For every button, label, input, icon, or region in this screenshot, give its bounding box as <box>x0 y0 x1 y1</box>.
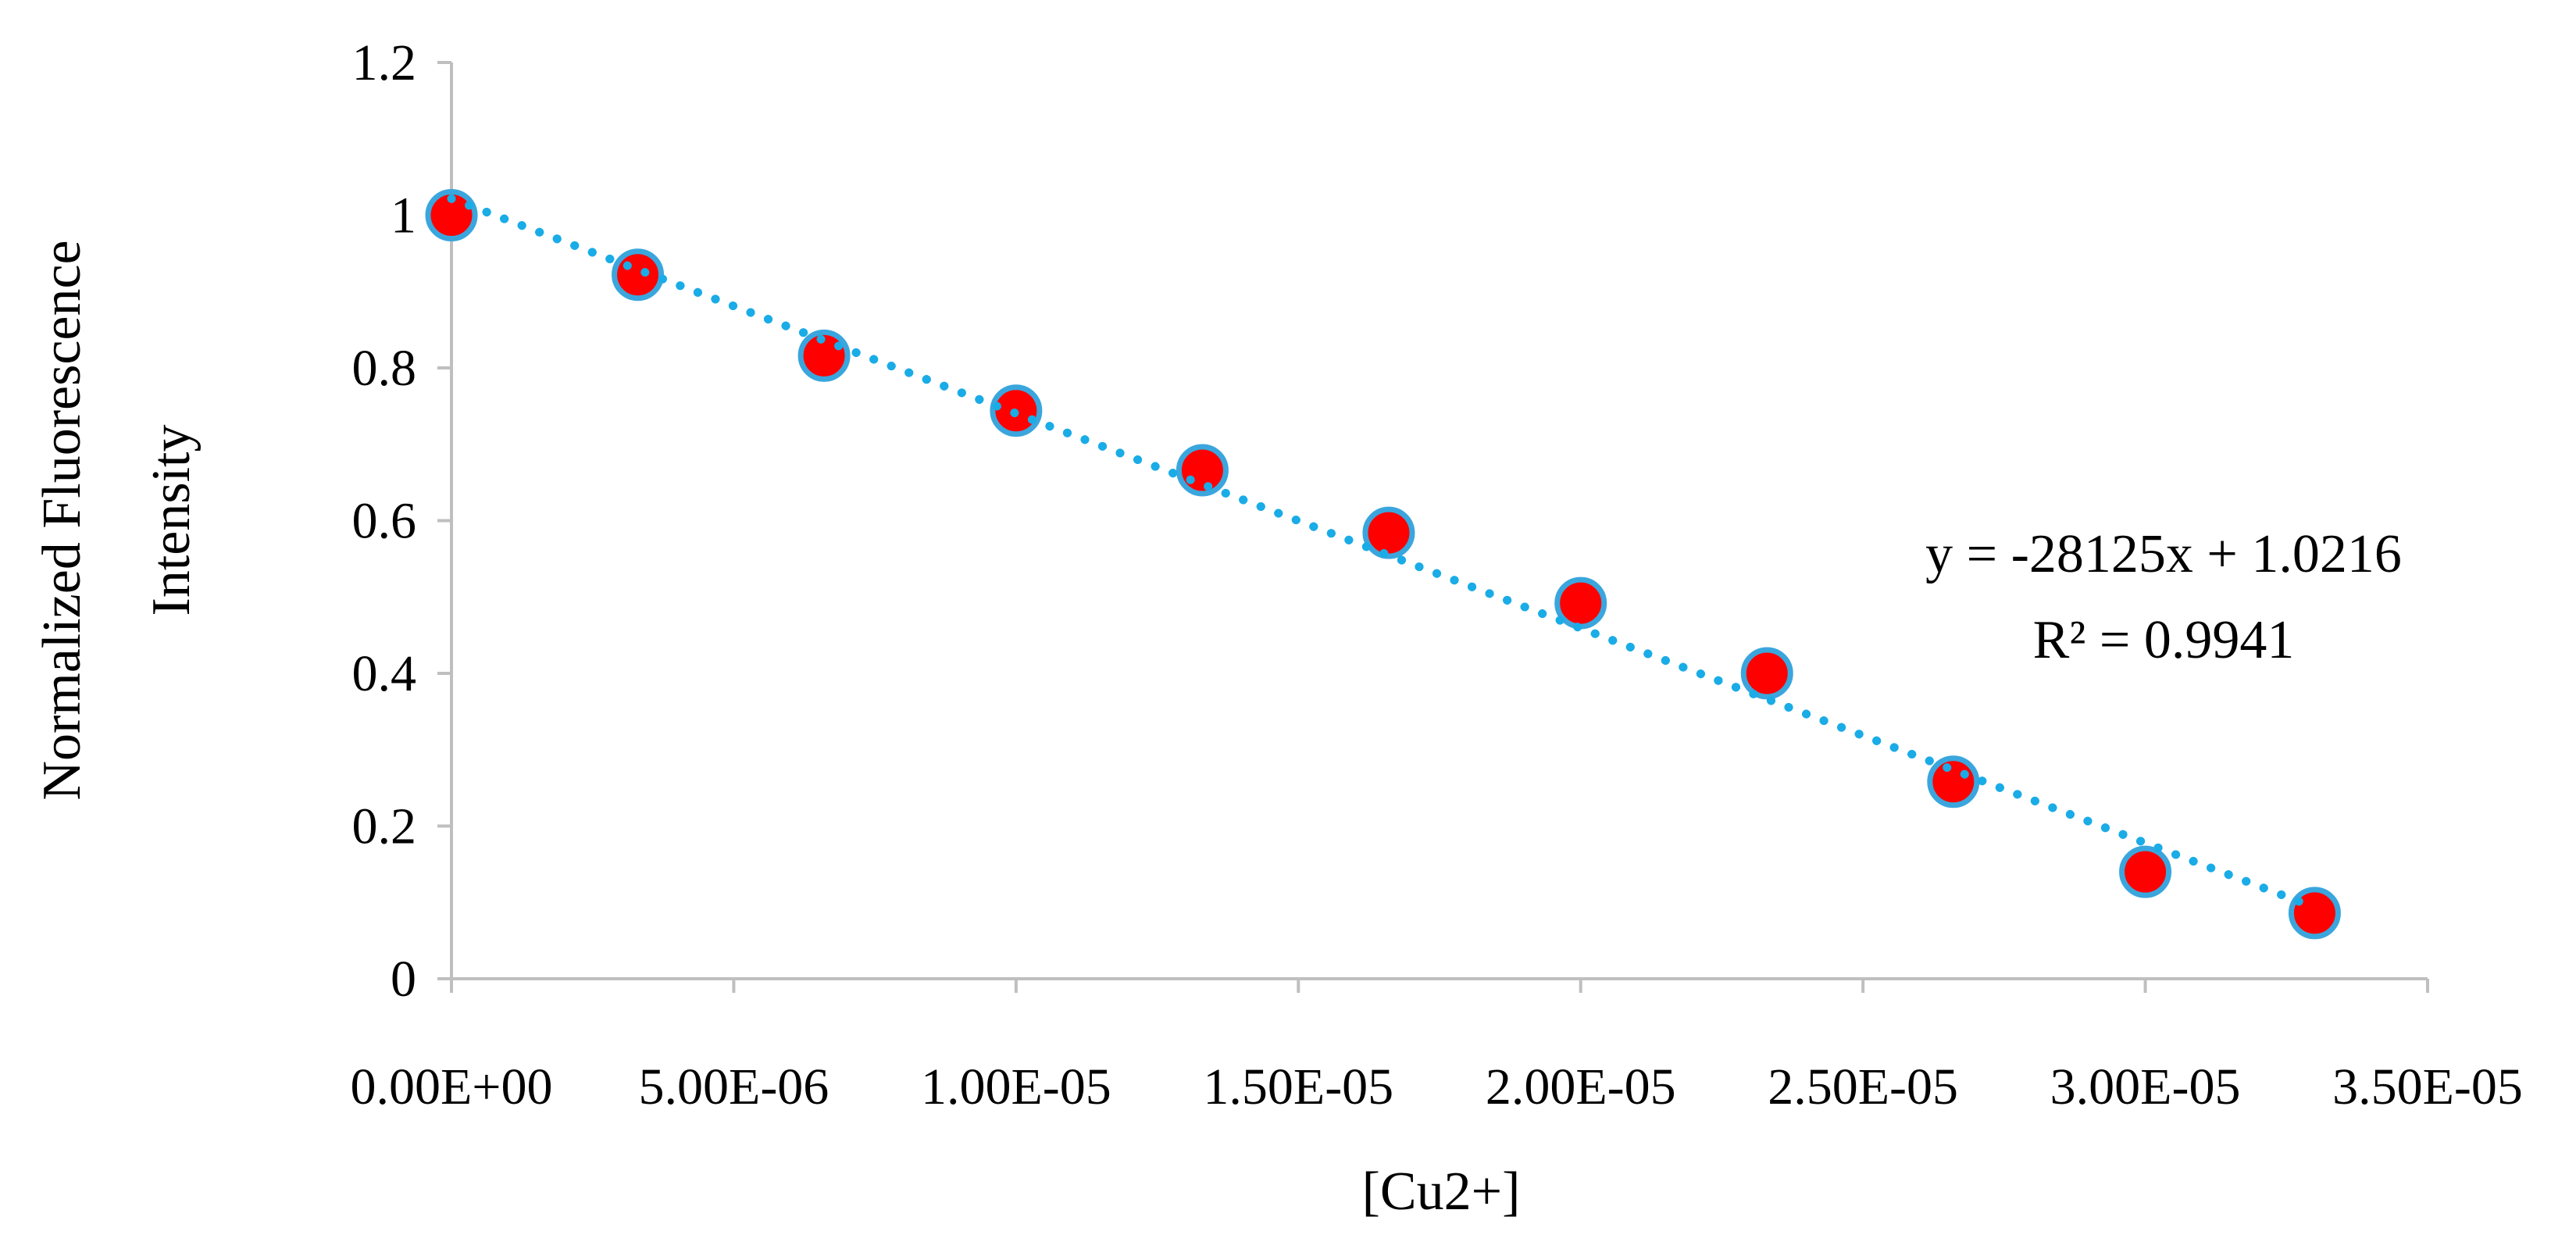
y-axis-title-line-1: Normalized Fluorescence <box>32 240 92 800</box>
x-tick-label: 1.00E-05 <box>921 1058 1111 1115</box>
x-tick-label: 2.00E-05 <box>1486 1058 1676 1115</box>
y-tick-label: 0.8 <box>352 340 417 397</box>
x-tick-label: 3.50E-05 <box>2332 1058 2523 1115</box>
x-tick-label: 1.50E-05 <box>1203 1058 1393 1115</box>
x-axis-title: [Cu2+] <box>1362 1162 1521 1222</box>
data-point <box>2119 845 2172 898</box>
data-point <box>612 248 665 302</box>
trendline-overlay <box>447 194 2319 912</box>
y-axis-title: Normalized Fluorescence <box>32 240 92 800</box>
data-point <box>1927 755 1980 808</box>
x-axis-ticks: 0.00E+00 5.00E-06 1.00E-05 1.50E-05 2.00E-05… <box>350 979 2523 1115</box>
y-axis-ticks: 0 0.2 0.4 0.6 0.8 1 1.2 <box>352 34 451 1008</box>
x-tick-label: 3.00E-05 <box>2050 1058 2241 1115</box>
data-point <box>1740 647 1793 700</box>
y-tick-label: 0 <box>391 951 416 1008</box>
x-tick-label: 0.00E+00 <box>350 1058 552 1115</box>
trendline-equation: y = -28125x + 1.0216 <box>1925 524 2402 584</box>
y-tick-label: 1.2 <box>352 34 417 91</box>
y-axis-title-line-2: Intensity <box>141 425 202 616</box>
x-tick-label: 5.00E-06 <box>639 1058 830 1115</box>
data-point <box>425 189 478 241</box>
y-tick-label: 1 <box>391 187 416 244</box>
data-point <box>1362 506 1415 559</box>
y-tick-label: 0.2 <box>352 798 417 855</box>
x-tick-label: 2.50E-05 <box>1768 1058 1958 1115</box>
trendline-r-squared: R² = 0.9941 <box>2033 610 2295 670</box>
y-tick-label: 0.6 <box>352 493 417 550</box>
data-point <box>2288 887 2341 940</box>
y-tick-label: 0.4 <box>352 645 417 702</box>
data-point <box>1554 576 1607 630</box>
data-point <box>1176 444 1229 497</box>
axes <box>450 62 2428 980</box>
data-points <box>425 189 2341 940</box>
